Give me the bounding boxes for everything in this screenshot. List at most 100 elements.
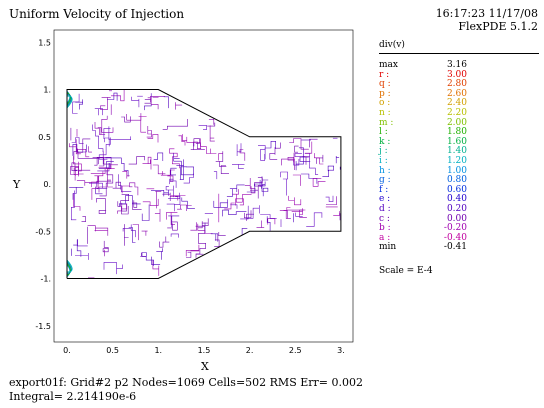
contour-line bbox=[280, 171, 288, 196]
contour-line bbox=[220, 199, 228, 208]
contour-line bbox=[312, 178, 326, 187]
contour-line bbox=[104, 137, 110, 147]
legend-item-label: p : bbox=[379, 88, 391, 99]
legend-item: min -0.41 bbox=[379, 242, 467, 252]
contour-line bbox=[232, 164, 245, 169]
contour-line bbox=[122, 224, 136, 238]
legend-item-label: q : bbox=[379, 79, 391, 90]
legend-item-value: 0.60 bbox=[446, 184, 467, 195]
legend-item-label: f : bbox=[379, 184, 389, 195]
contour-line bbox=[279, 207, 291, 211]
contour-line bbox=[197, 218, 209, 229]
legend-item-label: c : bbox=[379, 213, 390, 224]
contour-line bbox=[73, 193, 81, 211]
hotspot-contour bbox=[66, 262, 72, 276]
legend-item: a : -0.40 bbox=[379, 233, 467, 243]
timestamp: 16:17:23 11/17/08 bbox=[435, 7, 538, 20]
contour-line bbox=[75, 253, 89, 260]
legend-item-value: -0.41 bbox=[443, 242, 467, 253]
y-tick-label: 1.5 bbox=[38, 38, 51, 47]
x-tick-label: 2.5 bbox=[289, 346, 302, 355]
contour-line bbox=[244, 210, 254, 221]
contour-line bbox=[226, 184, 245, 197]
legend-item: i : 1.20 bbox=[379, 156, 467, 166]
legend-item-value: -0.40 bbox=[443, 232, 467, 243]
contour-line bbox=[138, 116, 147, 133]
contour-line bbox=[95, 186, 103, 195]
hotspot-contour bbox=[66, 263, 71, 277]
contour-line bbox=[309, 138, 318, 148]
contour-line bbox=[299, 156, 311, 162]
contour-line bbox=[147, 134, 159, 143]
x-tick-label: 2. bbox=[246, 346, 254, 355]
contour-line bbox=[140, 252, 147, 257]
legend-item-value: 1.20 bbox=[446, 156, 467, 166]
contour-line bbox=[153, 152, 164, 161]
legend-item-label: k : bbox=[379, 136, 391, 147]
legend-item: b : -0.20 bbox=[379, 223, 467, 233]
x-axis-label: X bbox=[201, 360, 209, 373]
contour-line bbox=[193, 138, 200, 147]
legend-item-label: g : bbox=[379, 175, 391, 186]
legend-item-value: 2.00 bbox=[446, 117, 467, 128]
contour-line bbox=[185, 244, 200, 257]
contour-line bbox=[91, 171, 104, 200]
contour-line bbox=[246, 179, 261, 193]
contour-line bbox=[181, 197, 195, 209]
legend-item-label: n : bbox=[379, 108, 391, 118]
contour-line bbox=[293, 159, 300, 166]
contour-line bbox=[173, 152, 182, 175]
legend-item-label: r : bbox=[379, 69, 390, 80]
contour-line bbox=[224, 202, 235, 210]
x-tick-label: 1.5 bbox=[198, 346, 211, 355]
contour-line bbox=[170, 196, 179, 201]
legend-item: k : 1.60 bbox=[379, 137, 467, 147]
contour-line bbox=[300, 173, 318, 184]
legend-item-value: 2.40 bbox=[446, 98, 467, 109]
contour-line bbox=[89, 182, 108, 189]
contour-hotspots bbox=[66, 90, 73, 278]
contour-line bbox=[142, 198, 159, 206]
legend-item-value: 2.60 bbox=[446, 88, 467, 99]
contour-line bbox=[220, 165, 229, 174]
contour-line bbox=[107, 92, 118, 101]
contour-line bbox=[131, 96, 140, 108]
contour-line bbox=[166, 212, 178, 225]
contour-line bbox=[111, 89, 125, 102]
contour-line bbox=[283, 209, 304, 219]
legend-item: e : 0.40 bbox=[379, 194, 467, 204]
plot-frame bbox=[53, 29, 354, 343]
legend-item-label: o : bbox=[379, 98, 391, 109]
legend-item: r : 3.00 bbox=[379, 70, 467, 80]
contour-line bbox=[236, 143, 242, 156]
contour-line bbox=[121, 116, 131, 123]
contour-line bbox=[146, 126, 152, 138]
y-tick-label: 1. bbox=[43, 86, 51, 95]
legend-item-value: 1.40 bbox=[446, 146, 467, 157]
hotspot-contour bbox=[66, 261, 72, 275]
legend-item-label: a : bbox=[379, 232, 391, 243]
contour-line bbox=[235, 198, 244, 206]
contour-line bbox=[75, 99, 83, 110]
contour-line bbox=[168, 192, 180, 199]
contour-line bbox=[186, 251, 192, 258]
contour-line bbox=[169, 178, 177, 188]
contour-line bbox=[81, 216, 86, 222]
contour-line bbox=[208, 118, 215, 125]
legend-item: l : 1.80 bbox=[379, 127, 467, 137]
legend-item: max 3.16 bbox=[379, 60, 467, 70]
legend-item-label: j : bbox=[379, 146, 388, 157]
x-tick-label: 1. bbox=[154, 346, 162, 355]
contour-line bbox=[230, 204, 238, 209]
contour-line bbox=[90, 167, 106, 174]
contour-line bbox=[99, 169, 114, 197]
contour-line bbox=[94, 108, 103, 116]
y-tick-label: -1.5 bbox=[35, 322, 51, 331]
legend-item: o : 2.40 bbox=[379, 98, 467, 108]
contour-line bbox=[101, 115, 114, 133]
contour-line bbox=[102, 240, 109, 253]
legend-item: p : 2.60 bbox=[379, 89, 467, 99]
legend-variable: div(v) bbox=[379, 40, 405, 50]
contour-line bbox=[269, 142, 281, 160]
contour-line bbox=[250, 185, 264, 199]
